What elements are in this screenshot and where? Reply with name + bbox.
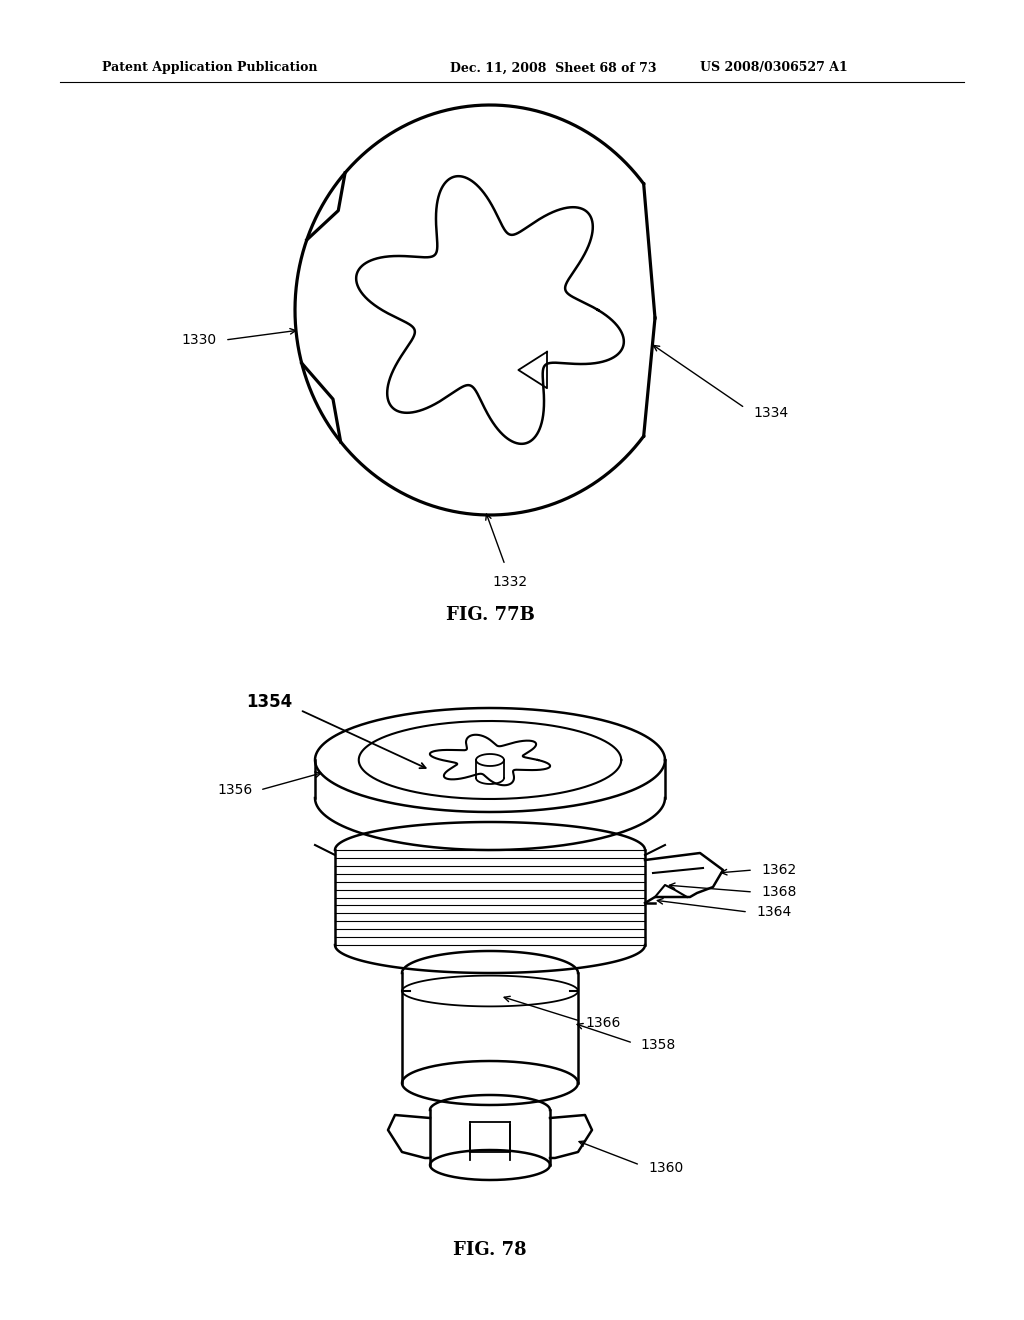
Text: Patent Application Publication: Patent Application Publication [102, 62, 317, 74]
Text: 1332: 1332 [493, 576, 527, 589]
Text: 1358: 1358 [640, 1038, 675, 1052]
Text: 1368: 1368 [761, 884, 797, 899]
Text: 1356: 1356 [218, 783, 253, 797]
Text: US 2008/0306527 A1: US 2008/0306527 A1 [700, 62, 848, 74]
Text: 1334: 1334 [753, 407, 788, 420]
Text: Dec. 11, 2008  Sheet 68 of 73: Dec. 11, 2008 Sheet 68 of 73 [450, 62, 656, 74]
Text: 1354: 1354 [246, 693, 292, 711]
Text: 1366: 1366 [585, 1016, 621, 1030]
Text: FIG. 77B: FIG. 77B [445, 606, 535, 624]
Text: FIG. 78: FIG. 78 [454, 1241, 526, 1259]
Text: 1360: 1360 [648, 1162, 683, 1175]
Text: 1362: 1362 [761, 863, 797, 876]
Text: 1330: 1330 [182, 333, 217, 347]
Text: 1364: 1364 [756, 906, 792, 919]
